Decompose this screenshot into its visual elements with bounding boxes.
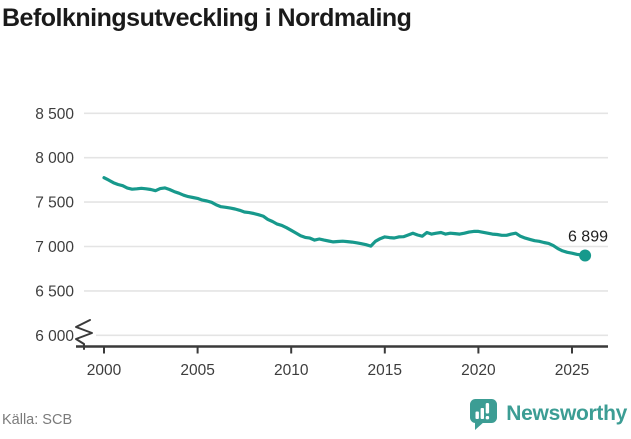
end-point-marker [579,249,592,262]
newsworthy-bubble-chart-icon [470,398,498,430]
chart-footer: Källa: SCB Newsworthy [0,397,631,431]
y-axis-label: 8 000 [35,150,74,167]
x-axis-label: 2020 [461,362,496,379]
y-axis-label: 6 500 [35,283,74,300]
page-title: Befolkningsutveckling i Nordmaling [2,4,412,32]
population-line [102,176,587,258]
y-axis-label: 7 000 [35,239,74,256]
x-axis: 2000 2005 2010 2015 2020 2025 [76,345,608,379]
end-value-label: 6 899 [568,228,608,245]
x-axis-label: 2015 [368,362,402,379]
x-axis-label: 2005 [180,362,214,379]
y-axis-label: 8 500 [35,106,74,123]
y-axis-labels: 8 500 8 000 7 500 7 000 6 500 6 000 [35,106,74,345]
y-axis-label: 7 500 [35,195,74,212]
newsworthy-logo[interactable]: Newsworthy [469,397,627,431]
population-line-series: 6 899 [102,176,608,262]
y-axis-label: 6 000 [35,328,74,345]
gridlines [84,112,608,337]
x-axis-label: 2025 [555,362,589,379]
source-label: Källa: SCB [2,412,73,428]
brand-name: Newsworthy [506,402,627,425]
x-axis-label: 2000 [87,362,122,379]
axis-break-icon [75,319,93,350]
x-axis-label: 2010 [274,362,309,379]
